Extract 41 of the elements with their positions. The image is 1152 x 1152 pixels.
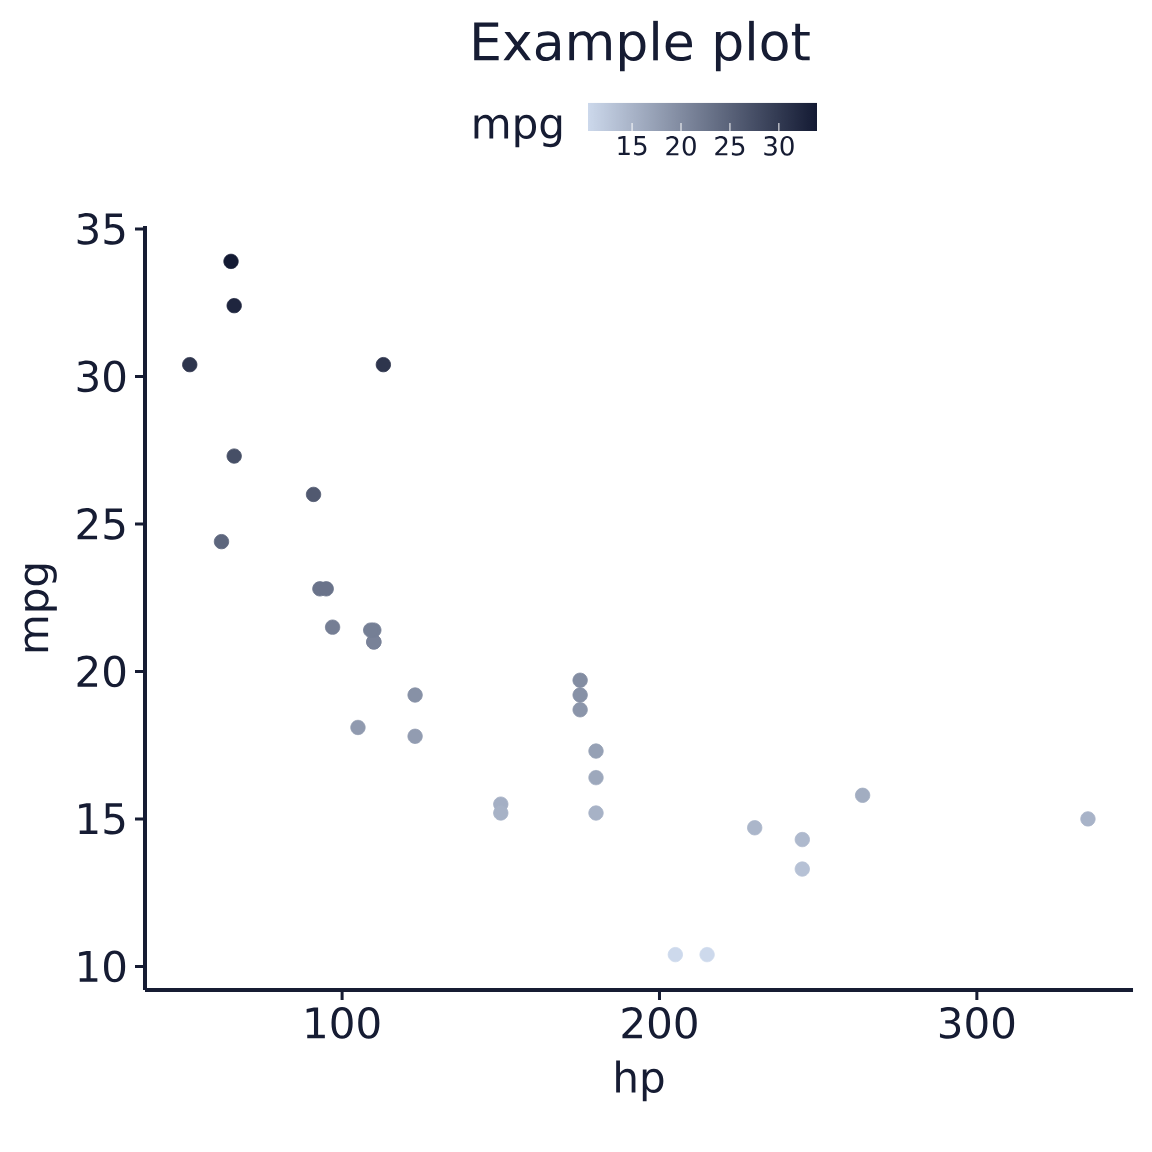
- point: [223, 253, 239, 269]
- point: [572, 687, 588, 703]
- point: [305, 486, 322, 503]
- point: [1080, 811, 1096, 827]
- x-tick-label: 100: [306, 1007, 380, 1039]
- point: [588, 743, 604, 759]
- point: [747, 820, 763, 836]
- point: [324, 619, 341, 635]
- point: [855, 787, 871, 803]
- x-tick-label: 300: [939, 1007, 1015, 1039]
- color-bar-label: 25: [715, 136, 745, 156]
- chart-title: Example plot: [474, 20, 810, 72]
- point: [794, 861, 810, 877]
- point: [588, 770, 604, 786]
- color-bar-label: 20: [666, 136, 696, 156]
- point: [588, 805, 604, 821]
- point: [375, 357, 391, 373]
- point: [699, 947, 715, 963]
- point: [182, 357, 198, 373]
- color-bar-label: 30: [764, 136, 794, 156]
- color-bar-label: 15: [618, 136, 647, 156]
- point: [572, 672, 588, 688]
- point: [794, 831, 810, 848]
- point: [407, 687, 423, 703]
- color-bar-title: mpg: [474, 114, 562, 148]
- point: [350, 719, 366, 736]
- y-tick-label: 30: [77, 360, 126, 393]
- x-axis-title: hp: [616, 1060, 664, 1102]
- point: [407, 728, 423, 744]
- y-tick-label: 20: [77, 655, 126, 688]
- point: [213, 534, 230, 550]
- point: [667, 947, 683, 963]
- y-axis-title: mpg: [24, 564, 57, 652]
- point: [572, 702, 588, 718]
- point: [226, 448, 242, 464]
- y-tick-label: 35: [77, 213, 125, 245]
- x-tick-label: 200: [622, 1007, 697, 1039]
- point: [226, 298, 242, 314]
- y-tick-label: 10: [79, 950, 126, 983]
- y-tick-label: 25: [77, 508, 125, 540]
- y-tick-label: 15: [79, 803, 125, 835]
